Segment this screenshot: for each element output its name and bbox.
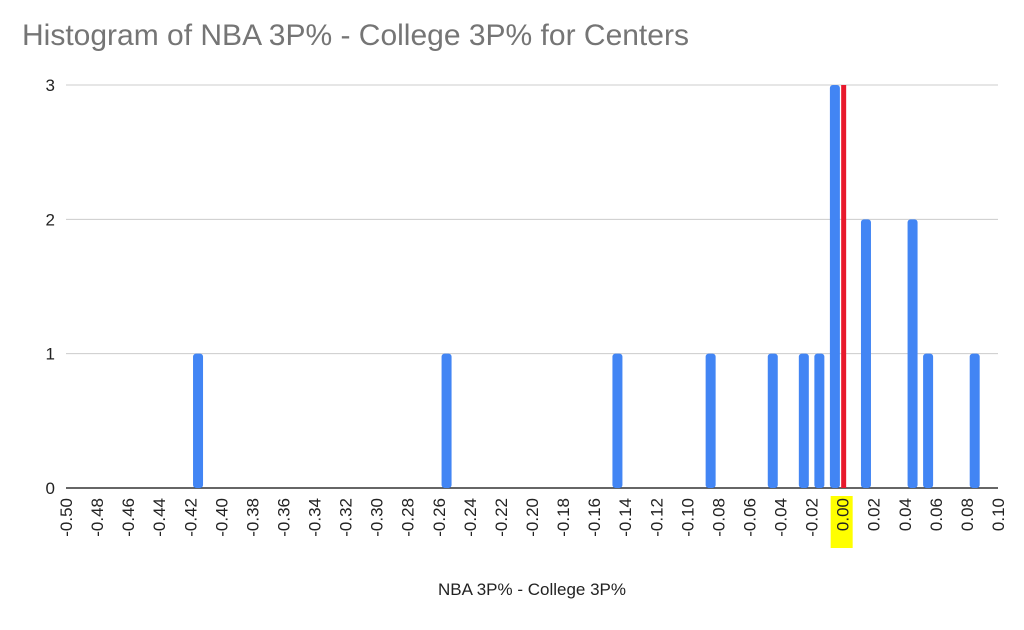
x-tick-label: -0.28 [399,498,418,537]
x-axis-label: NBA 3P% - College 3P% [438,580,626,599]
x-tick-label: -0.32 [337,498,356,537]
x-tick-label: 0.08 [958,498,977,531]
y-tick-label: 2 [46,210,55,229]
x-tick-label: -0.38 [243,498,262,537]
x-tick-label: -0.02 [803,498,822,537]
x-tick-label: -0.20 [523,498,542,537]
x-tick-label: -0.50 [57,498,76,537]
y-tick-label: 0 [46,479,55,498]
histogram-bar [705,353,716,488]
x-tick-label: -0.26 [430,498,449,537]
histogram-bar [193,353,204,488]
x-tick-label: -0.10 [678,498,697,537]
histogram-bar [907,219,918,489]
x-tick-label: -0.48 [88,498,107,537]
x-tick-label: -0.46 [119,498,138,537]
x-tick-label: 0.10 [989,498,1008,531]
histogram-bar [767,353,778,488]
histogram-bar [612,353,623,488]
x-tick-label: -0.40 [212,498,231,537]
x-tick-label: -0.12 [647,498,666,537]
x-tick-label: -0.08 [709,498,728,537]
x-tick-label: -0.04 [772,498,791,537]
x-tick-label: -0.06 [740,498,759,537]
x-tick-label: -0.14 [616,498,635,537]
chart-title: Histogram of NBA 3P% - College 3P% for C… [22,19,689,52]
x-tick-label: -0.36 [274,498,293,537]
histogram-bar [814,353,825,488]
histogram-bar [923,353,934,488]
histogram-bar [441,353,452,488]
histogram-bar [969,353,980,488]
y-tick-label: 3 [46,76,55,95]
x-tick-label: -0.34 [306,498,325,537]
x-tick-label: -0.22 [492,498,511,537]
x-tick-label: -0.24 [461,498,480,537]
y-tick-label: 1 [46,345,55,364]
x-tick-label: -0.30 [368,498,387,537]
x-tick-label: -0.44 [150,498,169,537]
x-tick-label: 0.02 [865,498,884,531]
x-tick-label: -0.16 [585,498,604,537]
x-tick-label: 0.00 [834,498,853,531]
x-tick-label: -0.42 [181,498,200,537]
histogram-bar [860,219,871,489]
x-tick-label: 0.04 [896,498,915,531]
x-tick-label: 0.06 [927,498,946,531]
x-tick-label: -0.18 [554,498,573,537]
histogram-bar [829,85,840,488]
histogram-bar [798,353,809,488]
tick-highlight [830,496,853,548]
